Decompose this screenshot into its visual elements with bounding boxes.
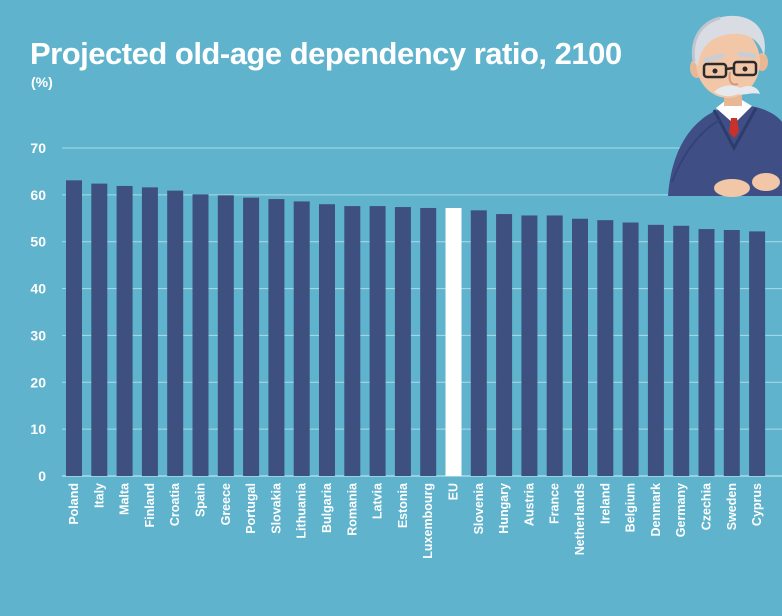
x-category-label: Greece bbox=[219, 483, 233, 525]
chart-title: Projected old-age dependency ratio, 2100 bbox=[30, 36, 622, 71]
x-category-label: Germany bbox=[674, 483, 688, 537]
y-axis-ticks: 0 10 20 30 40 50 60 70 bbox=[30, 140, 46, 484]
x-category-label: Luxembourg bbox=[421, 483, 435, 559]
bar bbox=[344, 206, 361, 477]
x-category-label: Portugal bbox=[244, 483, 258, 534]
x-category-label: EU bbox=[447, 483, 461, 500]
y-tick-label: 40 bbox=[30, 281, 46, 297]
x-category-label: Latvia bbox=[371, 482, 385, 519]
x-axis-labels: Poland Italy Malta Finland Croatia Spain Greec… bbox=[67, 482, 764, 559]
bar bbox=[319, 204, 335, 476]
bar bbox=[192, 194, 209, 477]
x-category-label: Malta bbox=[118, 482, 132, 515]
bar bbox=[521, 215, 538, 476]
x-category-label: Slovenia bbox=[472, 482, 486, 534]
x-category-label: Hungary bbox=[497, 483, 511, 534]
y-tick-label: 60 bbox=[30, 187, 46, 203]
bars bbox=[66, 180, 766, 477]
bar bbox=[91, 183, 108, 476]
x-category-label: Bulgaria bbox=[320, 482, 334, 533]
chart-unit-label: (%) bbox=[31, 74, 53, 90]
x-category-label: Spain bbox=[194, 483, 208, 517]
x-category-label: Cyprus bbox=[750, 483, 764, 526]
x-category-label: Austria bbox=[522, 482, 536, 526]
bar bbox=[167, 190, 184, 476]
x-category-label: France bbox=[548, 483, 562, 524]
y-tick-label: 50 bbox=[30, 234, 46, 250]
bar bbox=[141, 187, 158, 477]
bar bbox=[394, 207, 411, 477]
bar bbox=[723, 230, 740, 476]
bar bbox=[597, 220, 614, 476]
bar bbox=[622, 222, 639, 476]
x-category-label: Finland bbox=[143, 483, 157, 527]
bar bbox=[66, 180, 82, 476]
x-category-label: Belgium bbox=[624, 483, 638, 532]
bar bbox=[369, 206, 386, 477]
x-category-label: Ireland bbox=[598, 483, 612, 524]
x-category-label: Italy bbox=[92, 483, 106, 508]
bar bbox=[496, 214, 513, 476]
bar bbox=[673, 225, 690, 476]
x-category-label: Sweden bbox=[725, 483, 739, 530]
bar bbox=[698, 229, 715, 476]
bar bbox=[749, 231, 766, 476]
bar bbox=[546, 215, 563, 476]
x-category-label: Poland bbox=[67, 483, 81, 525]
x-category-label: Slovakia bbox=[269, 482, 283, 534]
bar bbox=[572, 218, 588, 477]
bar bbox=[293, 201, 310, 476]
bar bbox=[420, 207, 437, 476]
bar bbox=[647, 224, 664, 476]
bar bbox=[243, 197, 260, 476]
x-category-label: Netherlands bbox=[573, 483, 587, 555]
y-tick-label: 70 bbox=[30, 140, 46, 156]
bar bbox=[217, 195, 234, 476]
y-tick-label: 0 bbox=[38, 468, 46, 484]
x-category-label: Croatia bbox=[168, 482, 182, 526]
y-tick-label: 10 bbox=[30, 421, 46, 437]
x-category-label: Denmark bbox=[649, 483, 663, 537]
bar-eu bbox=[445, 207, 462, 476]
x-category-label: Czechia bbox=[700, 482, 714, 530]
bar bbox=[268, 199, 285, 476]
y-tick-label: 30 bbox=[30, 327, 46, 343]
bar bbox=[116, 185, 133, 476]
x-category-label: Lithuania bbox=[295, 482, 309, 539]
x-category-label: Estonia bbox=[396, 482, 410, 528]
x-category-label: Romania bbox=[345, 482, 359, 536]
bar bbox=[470, 210, 487, 476]
y-tick-label: 20 bbox=[30, 374, 46, 390]
